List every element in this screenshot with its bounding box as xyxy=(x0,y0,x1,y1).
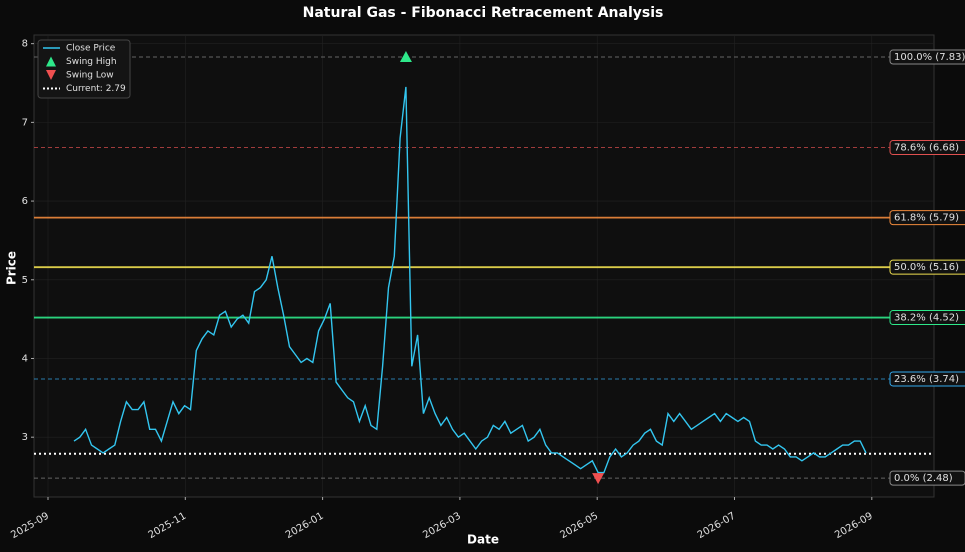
fib-label: 23.6% (3.74) xyxy=(894,374,959,385)
legend-label: Current: 2.79 xyxy=(66,84,126,94)
fib-label-box xyxy=(889,140,965,156)
legend-swatch xyxy=(46,70,56,80)
x-tick-label: 2026-05 xyxy=(559,511,601,541)
y-tick-label: 5 xyxy=(22,275,28,286)
fib-label-box xyxy=(889,310,965,326)
fib-label-box xyxy=(889,371,965,387)
swing-high-marker xyxy=(399,51,412,63)
fib-label: 0.0% (2.48) xyxy=(894,473,953,484)
legend: Close Price Swing High Swing Low Current: 2… xyxy=(37,39,131,99)
fib-label: 78.6% (6.68) xyxy=(894,143,959,154)
x-tick-label: 2026-07 xyxy=(696,511,738,541)
y-tick-label: 6 xyxy=(22,196,28,207)
plot-area xyxy=(33,34,935,498)
fib-label: 38.2% (4.52) xyxy=(894,313,959,324)
y-tick-label: 4 xyxy=(22,353,28,364)
x-axis-label: Date xyxy=(467,533,499,547)
y-tick-label: 7 xyxy=(22,117,28,128)
y-tick-label: 8 xyxy=(22,39,28,50)
x-tick-label: 2026-01 xyxy=(284,511,326,541)
chart-title: Natural Gas - Fibonacci Retracement Anal… xyxy=(303,5,664,21)
legend-swatch xyxy=(46,56,56,67)
fib-label-box xyxy=(889,49,965,65)
x-tick-label: 2025-09 xyxy=(9,511,51,541)
legend-label: Swing Low xyxy=(66,71,114,81)
x-tick-label: 2025-11 xyxy=(147,511,189,541)
legend-label: Close Price xyxy=(66,44,116,54)
x-tick-label: 2026-09 xyxy=(833,511,875,541)
y-axis-label: Price xyxy=(5,251,19,285)
fib-label: 50.0% (5.16) xyxy=(894,262,959,273)
price-line xyxy=(73,86,867,474)
swing-low-marker xyxy=(592,473,605,485)
x-tick-label: 2026-03 xyxy=(421,511,463,541)
legend-box xyxy=(37,39,131,99)
fib-label-box xyxy=(889,470,965,486)
fib-label-box xyxy=(889,210,965,226)
y-tick-label: 3 xyxy=(22,432,28,443)
fib-label: 100.0% (7.83) xyxy=(894,52,965,63)
fib-label: 61.8% (5.79) xyxy=(894,213,959,224)
legend-label: Swing High xyxy=(66,57,117,67)
fib-label-box xyxy=(889,259,965,275)
